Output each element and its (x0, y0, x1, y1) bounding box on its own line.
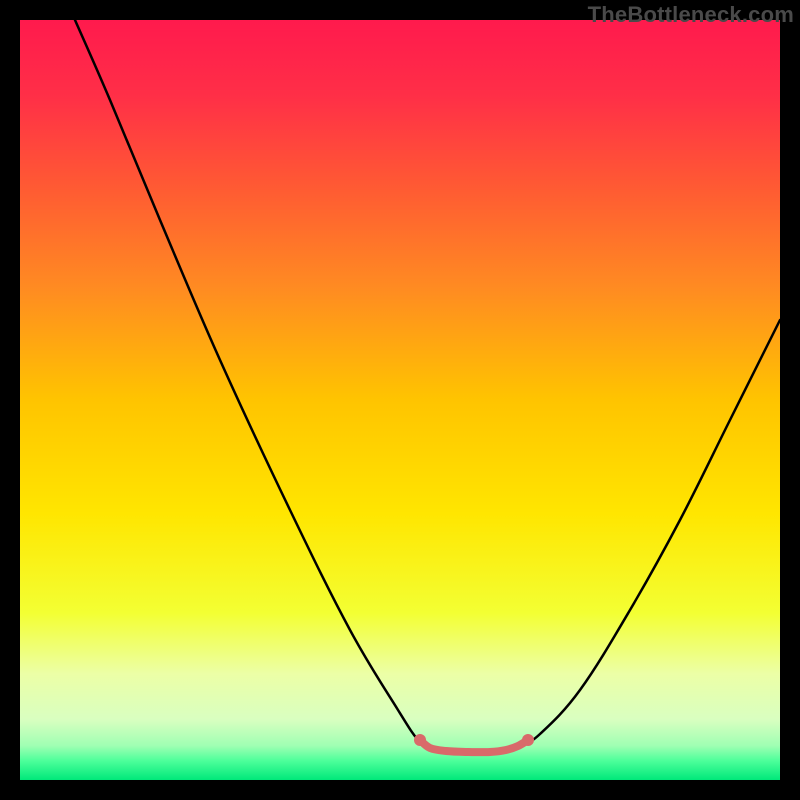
plot-svg (20, 20, 780, 780)
marker-end-left (414, 734, 426, 746)
plot-area (20, 20, 780, 780)
watermark-label: TheBottleneck.com (588, 2, 794, 28)
marker-end-right (522, 734, 534, 746)
chart-frame: TheBottleneck.com (0, 0, 800, 800)
gradient-background (20, 20, 780, 780)
